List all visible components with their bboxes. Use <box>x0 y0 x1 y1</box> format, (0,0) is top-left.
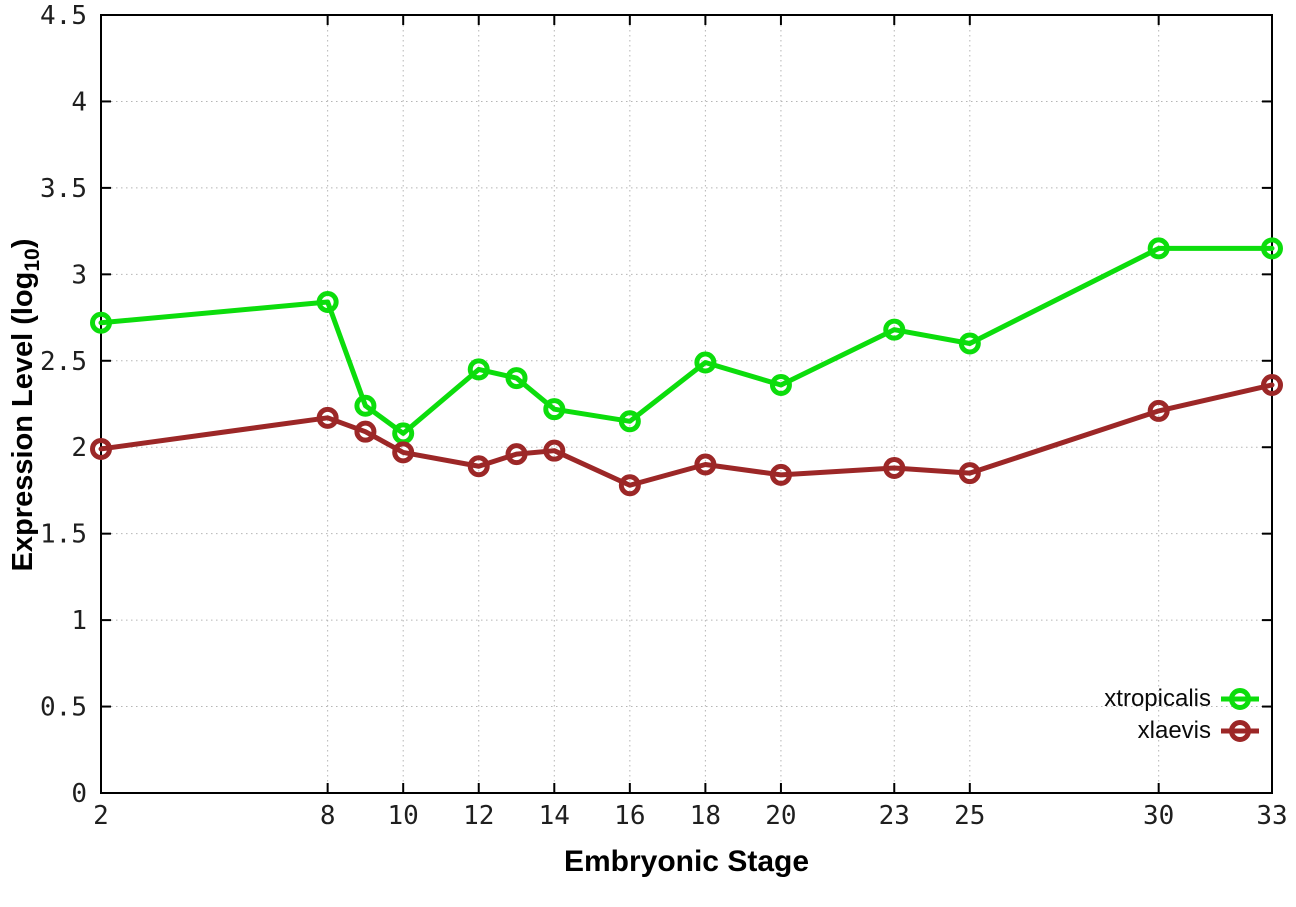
y-axis-title-subscript: 10 <box>20 248 44 272</box>
data-point-xlaevis <box>543 439 566 462</box>
legend-sample-marker <box>1229 720 1251 742</box>
data-point-xlaevis <box>90 437 112 460</box>
legend-item-xtropicalis: xtropicalis <box>1104 684 1260 714</box>
x-tick-label: 8 <box>320 801 336 831</box>
series-line-xlaevis <box>98 382 1275 488</box>
data-point-xtropicalis <box>694 351 717 374</box>
x-tick-label: 33 <box>1256 801 1287 831</box>
data-point-xtropicalis <box>354 394 377 417</box>
x-axis-title: Embryonic Stage <box>563 845 810 878</box>
x-tick-label: 16 <box>614 801 645 831</box>
data-point-xtropicalis <box>505 367 528 390</box>
data-point-xtropicalis <box>1261 237 1283 260</box>
data-point-xtropicalis <box>883 318 906 341</box>
y-tick-label: 4 <box>71 87 87 117</box>
y-tick-label: 2 <box>71 433 87 463</box>
data-point-xtropicalis <box>316 290 339 313</box>
legend-sample-xlaevis <box>1221 720 1259 742</box>
data-point-xlaevis <box>618 474 641 497</box>
legend-label-xtropicalis: xtropicalis <box>1104 685 1211 712</box>
data-point-xlaevis <box>769 463 792 486</box>
data-point-xtropicalis <box>769 373 792 396</box>
data-point-xtropicalis <box>1147 237 1170 260</box>
y-tick-label: 4.5 <box>40 1 87 31</box>
x-tick-label: 30 <box>1143 801 1174 831</box>
data-point-xlaevis <box>958 462 981 485</box>
data-point-xtropicalis <box>90 311 112 334</box>
y-tick-label: 3.5 <box>40 174 87 204</box>
x-tick-label: 10 <box>388 801 419 831</box>
plot-border <box>100 14 1273 794</box>
data-point-xlaevis <box>392 441 415 464</box>
y-tick-label: 1 <box>71 606 87 636</box>
legend-sample-marker <box>1229 688 1251 710</box>
legend: xtropicalis xlaevis <box>1104 684 1260 746</box>
legend-sample-xtropicalis <box>1221 688 1259 710</box>
data-point-xlaevis <box>1147 399 1170 422</box>
y-axis-title-text: Expression Level (log <box>7 271 39 572</box>
series-line-xtropicalis <box>98 245 1275 436</box>
y-tick-label: 2.5 <box>40 347 87 377</box>
data-point-xlaevis <box>467 455 490 478</box>
data-point-xtropicalis <box>618 410 641 433</box>
legend-item-xlaevis: xlaevis <box>1104 716 1260 746</box>
data-point-xlaevis <box>883 456 906 479</box>
y-tick-label: 0 <box>71 779 87 809</box>
y-axis-title: Expression Level (log10) <box>7 190 44 620</box>
data-point-xtropicalis <box>958 332 981 355</box>
data-point-xlaevis <box>354 420 377 443</box>
data-point-xlaevis <box>316 406 339 429</box>
x-tick-label: 2 <box>93 801 109 831</box>
data-point-xlaevis <box>694 453 717 476</box>
data-point-xtropicalis <box>467 358 490 381</box>
x-tick-label: 25 <box>954 801 985 831</box>
x-tick-label: 12 <box>463 801 494 831</box>
y-tick-label: 0.5 <box>40 693 87 723</box>
y-axis-title-suffix: ) <box>7 238 39 249</box>
y-tick-label: 3 <box>71 260 87 290</box>
x-tick-label: 18 <box>690 801 721 831</box>
x-tick-label: 20 <box>765 801 796 831</box>
data-point-xlaevis <box>505 443 528 466</box>
data-point-xlaevis <box>1261 373 1283 396</box>
x-tick-label: 14 <box>539 801 570 831</box>
data-point-xtropicalis <box>543 398 566 421</box>
x-tick-label: 23 <box>879 801 910 831</box>
y-tick-label: 1.5 <box>40 520 87 550</box>
legend-label-xlaevis: xlaevis <box>1137 717 1211 744</box>
